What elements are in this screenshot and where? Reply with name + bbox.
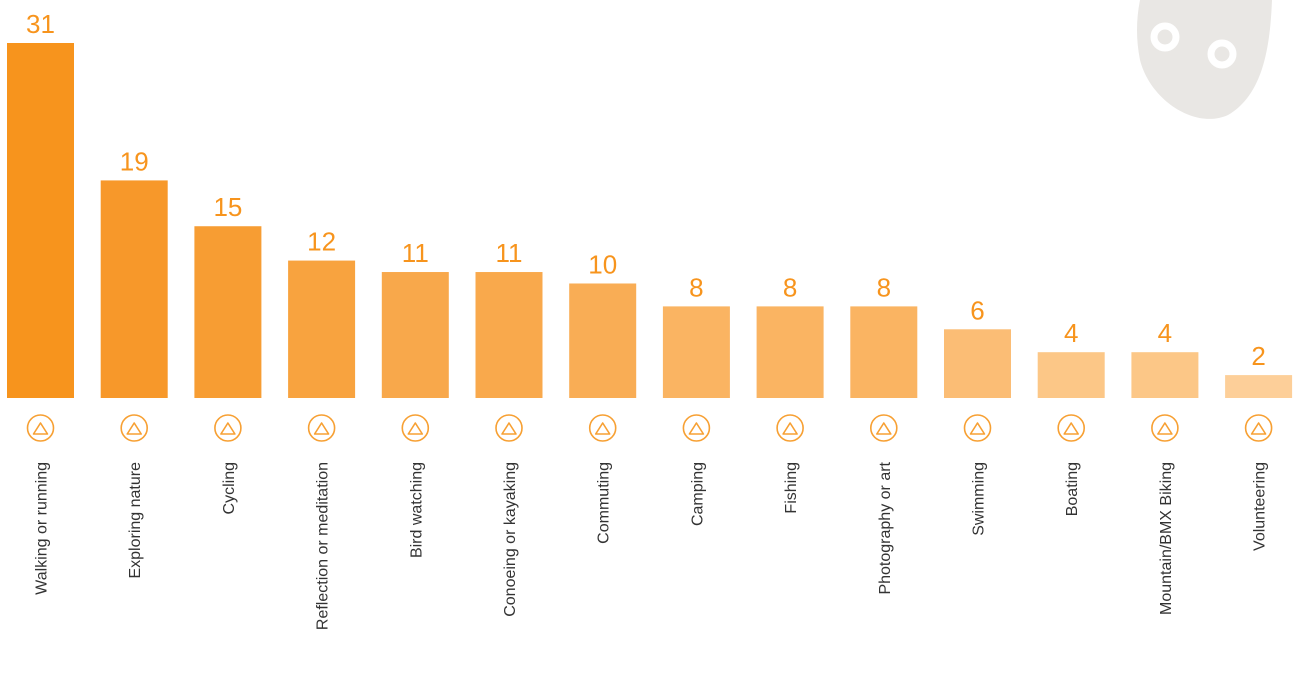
icon-part <box>877 423 891 434</box>
icon <box>402 415 428 441</box>
icon-part <box>689 423 703 434</box>
bar <box>757 306 824 398</box>
icon <box>28 415 54 441</box>
icon-part <box>121 415 147 441</box>
value-label: 12 <box>307 227 336 257</box>
icon-part <box>221 423 235 434</box>
icon-part <box>683 415 709 441</box>
value-label: 11 <box>402 238 429 268</box>
blob <box>1137 0 1272 119</box>
x-tick-label: Photography or art <box>877 461 894 594</box>
icon <box>496 415 522 441</box>
value-label: 6 <box>970 295 984 325</box>
icon <box>590 415 616 441</box>
x-tick-label: Cycling <box>221 462 238 514</box>
x-tick-label: Bird watching <box>408 462 425 558</box>
value-label: 2 <box>1251 341 1265 371</box>
icon <box>309 415 335 441</box>
bar <box>476 272 543 398</box>
bar <box>382 272 449 398</box>
value-label: 4 <box>1064 318 1078 348</box>
icon <box>683 415 709 441</box>
icon <box>1058 415 1084 441</box>
bar <box>194 226 261 398</box>
chart: 31 Walking or running 19 Exploring nature 15… <box>0 0 1299 690</box>
x-tick-label: Boating <box>1064 462 1081 516</box>
x-tick-label: Commuting <box>596 462 613 544</box>
bar <box>7 43 74 398</box>
icon-part <box>496 415 522 441</box>
icon-part <box>402 415 428 441</box>
icon-part <box>1252 423 1266 434</box>
icon <box>121 415 147 441</box>
icon-part <box>215 415 241 441</box>
icon-part <box>408 423 422 434</box>
icon-part <box>777 415 803 441</box>
icon-part <box>1158 423 1172 434</box>
value-label: 10 <box>588 249 617 279</box>
icon-part <box>965 415 991 441</box>
icon-part <box>871 415 897 441</box>
icon-part <box>783 423 797 434</box>
icon-part <box>590 415 616 441</box>
icon-part <box>127 423 141 434</box>
value-label: 4 <box>1158 318 1172 348</box>
icon-part <box>28 415 54 441</box>
bar <box>663 306 730 398</box>
value-label: 8 <box>877 272 891 302</box>
icon-part <box>971 423 985 434</box>
bar <box>101 180 168 398</box>
x-tick-label: Swimming <box>971 462 988 536</box>
icon-part <box>1058 415 1084 441</box>
x-tick-label: Fishing <box>783 462 800 514</box>
icon <box>777 415 803 441</box>
bar <box>1225 375 1292 398</box>
value-label: 19 <box>120 146 149 176</box>
icon-part <box>596 423 610 434</box>
icon-part <box>1246 415 1272 441</box>
icon-part <box>34 423 48 434</box>
decoration <box>1137 0 1272 119</box>
bar <box>288 261 355 398</box>
icon-part <box>1064 423 1078 434</box>
value-label: 31 <box>26 9 55 39</box>
icon-part <box>502 423 516 434</box>
icon <box>871 415 897 441</box>
icon <box>1246 415 1272 441</box>
x-tick-label: Camping <box>689 462 706 526</box>
x-tick-label: Mountain/BMX Biking <box>1158 462 1175 615</box>
value-label: 11 <box>496 238 523 268</box>
bar <box>569 283 636 398</box>
x-tick-label: Reflection or meditation <box>315 462 332 630</box>
bar <box>850 306 917 398</box>
bar <box>944 329 1011 398</box>
icon-part <box>315 423 329 434</box>
bar <box>1038 352 1105 398</box>
x-tick-label: Exploring nature <box>127 462 144 579</box>
icon <box>965 415 991 441</box>
x-tick-label: Walking or running <box>34 462 51 595</box>
bar <box>1131 352 1198 398</box>
value-label: 8 <box>783 272 797 302</box>
value-label: 15 <box>213 192 242 222</box>
icon <box>215 415 241 441</box>
icon <box>1152 415 1178 441</box>
icon-part <box>1152 415 1178 441</box>
value-label: 8 <box>689 272 703 302</box>
x-tick-label: Conoeing or kayaking <box>502 462 519 617</box>
icon-part <box>309 415 335 441</box>
x-tick-label: Volunteering <box>1252 462 1269 551</box>
